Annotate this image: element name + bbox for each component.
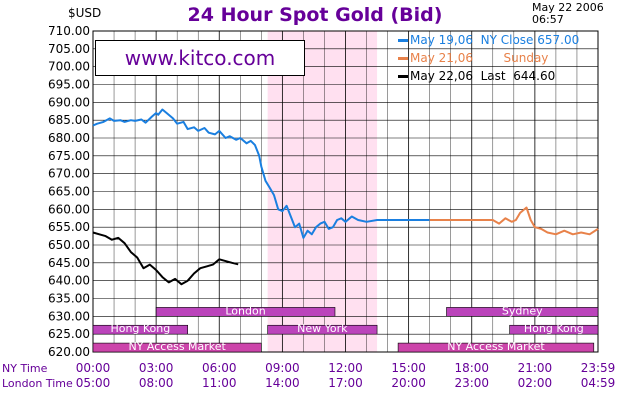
- x-tick-label: 00:00: [76, 361, 111, 375]
- y-tick-label: 675.00: [48, 149, 90, 163]
- series-line: [92, 231, 239, 286]
- market-band-label: Hong Kong: [524, 322, 584, 335]
- date-label: May 22 2006: [532, 1, 604, 14]
- y-tick-label: 625.00: [48, 327, 90, 341]
- market-band: [446, 307, 599, 317]
- y-tick-label: 685.00: [48, 113, 90, 127]
- market-band: [397, 342, 595, 353]
- axis-layer: 620.00 625.00 630.00 635.00 640.00 645.00 650.…: [2, 24, 615, 390]
- legend-swatch: [398, 39, 408, 42]
- market-band-label: New York: [297, 322, 348, 335]
- legend-text: May 19,06 NY Close 657.00: [410, 33, 580, 47]
- market-band: [92, 342, 262, 353]
- market-band-label: London: [225, 304, 265, 317]
- legend-entry: May 21,06 Sunday: [398, 51, 548, 65]
- x-tick-label: 18:00: [454, 361, 489, 375]
- y-tick-label: 680.00: [48, 131, 90, 145]
- y-tick-label: 640.00: [48, 274, 90, 288]
- brand-logo: www.kitco.com: [95, 40, 305, 76]
- x-tick-label: 17:00: [328, 376, 363, 390]
- x-tick-label: 23:59: [581, 361, 616, 375]
- legend-swatch: [398, 57, 408, 60]
- x-axis-row-label: London Time: [2, 377, 73, 390]
- y-tick-label: 705.00: [48, 42, 90, 56]
- legend-text: May 21,06 Sunday: [410, 51, 549, 65]
- market-band-label: Sydney: [502, 304, 543, 317]
- y-tick-label: 660.00: [48, 202, 90, 216]
- x-tick-label: 04:59: [581, 376, 616, 390]
- y-tick-label: 620.00: [48, 345, 90, 359]
- legend-entry: May 19,06 NY Close 657.00: [398, 33, 579, 47]
- y-tick-label: 655.00: [48, 220, 90, 234]
- y-tick-label: 670.00: [48, 167, 90, 181]
- legend-entry: May 22,06 Last 644.60: [398, 69, 555, 83]
- y-tick-label: 650.00: [48, 238, 90, 252]
- y-tick-label: 665.00: [48, 185, 90, 199]
- market-band-label: NY Access Market: [128, 340, 226, 353]
- y-tick-label: 645.00: [48, 256, 90, 270]
- y-tick-label: 635.00: [48, 292, 90, 306]
- market-band: [92, 324, 188, 335]
- market-bands-layer: London Hong Kong New York NY Access Market S…: [92, 304, 599, 353]
- x-tick-label: 11:00: [202, 376, 237, 390]
- x-tick-label: 21:00: [518, 361, 553, 375]
- legend-text: May 22,06 Last 644.60: [410, 69, 556, 83]
- x-tick-label: 05:00: [76, 376, 111, 390]
- plot-frame: [92, 30, 599, 353]
- timestamp: May 22 2006 06:57: [532, 2, 604, 26]
- market-band: [267, 324, 378, 335]
- x-axis-row-label: NY Time: [2, 362, 48, 375]
- x-tick-label: 03:00: [139, 361, 174, 375]
- y-tick-label: 630.00: [48, 309, 90, 323]
- x-tick-label: 14:00: [265, 376, 300, 390]
- y-tick-label: 695.00: [48, 78, 90, 92]
- series-line: [92, 108, 430, 239]
- page-title: 24 Hour Spot Gold (Bid): [187, 4, 443, 26]
- legend-swatch: [398, 75, 408, 78]
- y-tick-label: 690.00: [48, 95, 90, 109]
- market-band-label: Hong Kong: [110, 322, 170, 335]
- x-tick-label: 20:00: [391, 376, 426, 390]
- x-tick-label: 08:00: [139, 376, 174, 390]
- y-axis-unit: $USD: [68, 6, 102, 20]
- series-line: [429, 206, 599, 236]
- y-tick-label: 700.00: [48, 60, 90, 74]
- x-tick-label: 02:00: [518, 376, 553, 390]
- x-tick-label: 09:00: [265, 361, 300, 375]
- x-tick-label: 12:00: [328, 361, 363, 375]
- market-band-label: NY Access Market: [447, 340, 545, 353]
- market-band: [509, 324, 599, 335]
- series-layer: [92, 108, 599, 286]
- market-band: [155, 307, 336, 317]
- y-tick-label: 710.00: [48, 24, 90, 38]
- x-tick-label: 23:00: [454, 376, 489, 390]
- x-tick-label: 06:00: [202, 361, 237, 375]
- x-tick-label: 15:00: [391, 361, 426, 375]
- time-label: 06:57: [532, 13, 564, 26]
